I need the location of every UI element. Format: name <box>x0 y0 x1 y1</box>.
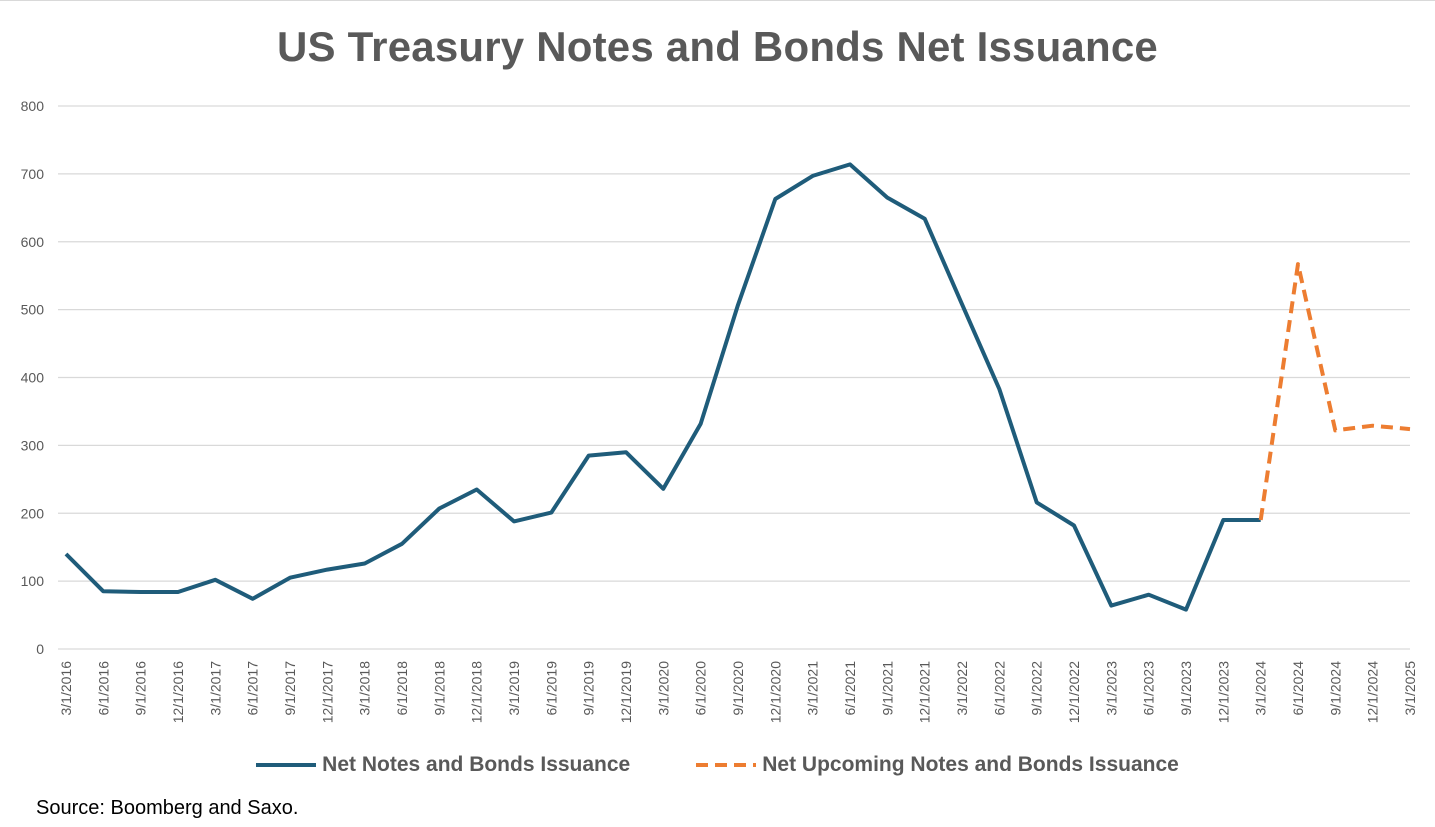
x-tick-label: 12/1/2017 <box>319 661 335 723</box>
x-tick-label: 9/1/2018 <box>431 661 447 716</box>
legend-label-net-issuance: Net Notes and Bonds Issuance <box>322 753 631 776</box>
x-tick-label: 6/1/2023 <box>1141 661 1157 716</box>
legend: Net Notes and Bonds Issuance Net Upcomin… <box>0 753 1435 777</box>
x-tick-label: 3/1/2024 <box>1253 661 1269 716</box>
y-tick-label: 500 <box>21 302 45 318</box>
y-tick-label: 300 <box>21 437 45 453</box>
y-tick-label: 800 <box>21 98 45 114</box>
x-tick-label: 3/1/2016 <box>58 661 74 716</box>
x-tick-label: 6/1/2022 <box>991 661 1007 716</box>
x-tick-label: 6/1/2019 <box>543 661 559 716</box>
x-tick-label: 3/1/2021 <box>805 661 821 716</box>
x-tick-label: 9/1/2024 <box>1327 661 1343 716</box>
x-tick-label: 3/1/2018 <box>357 661 373 716</box>
x-tick-label: 12/1/2016 <box>170 661 186 723</box>
legend-item-net-issuance: Net Notes and Bonds Issuance <box>256 753 630 777</box>
x-tick-label: 3/1/2020 <box>655 661 671 716</box>
y-tick-label: 700 <box>21 166 45 182</box>
legend-label-upcoming-issuance: Net Upcoming Notes and Bonds Issuance <box>762 753 1179 776</box>
y-tick-label: 100 <box>21 573 45 589</box>
chart-title: US Treasury Notes and Bonds Net Issuance <box>277 23 1158 70</box>
legend-swatch-solid <box>256 763 317 767</box>
x-tick-label: 9/1/2019 <box>581 661 597 716</box>
x-tick-label: 6/1/2016 <box>95 661 111 716</box>
x-tick-label: 12/1/2022 <box>1066 661 1082 723</box>
series-lines <box>64 162 1411 612</box>
x-tick-label: 9/1/2021 <box>879 661 895 716</box>
x-tick-label: 12/1/2021 <box>917 661 933 723</box>
series-line-0 <box>64 162 1261 612</box>
x-tick-label: 6/1/2017 <box>245 661 261 716</box>
x-tick-label: 12/1/2024 <box>1365 661 1381 723</box>
x-tick-label: 3/1/2022 <box>954 661 970 716</box>
gridlines <box>58 105 1410 650</box>
source-note: Source: Boomberg and Saxo. <box>36 797 299 819</box>
x-tick-label: 12/1/2020 <box>767 661 783 723</box>
x-tick-label: 12/1/2019 <box>618 661 634 723</box>
y-tick-label: 400 <box>21 370 45 386</box>
legend-item-upcoming-issuance: Net Upcoming Notes and Bonds Issuance <box>696 753 1179 777</box>
series-line-1 <box>1258 262 1411 521</box>
x-tick-label: 9/1/2022 <box>1029 661 1045 716</box>
x-tick-label: 9/1/2017 <box>282 661 298 716</box>
x-tick-label: 12/1/2023 <box>1215 661 1231 723</box>
x-tick-label: 6/1/2021 <box>842 661 858 716</box>
x-tick-label: 9/1/2023 <box>1178 661 1194 716</box>
x-tick-label: 3/1/2025 <box>1402 661 1418 716</box>
y-tick-label: 200 <box>21 505 45 521</box>
x-axis-ticks: 3/1/2016 6/1/2016 9/1/2016 12/1/2016 3/1/201… <box>58 661 1418 724</box>
y-axis-ticks: 0 100 200 300 400 500 600 700 800 <box>21 98 45 657</box>
x-tick-label: 12/1/2018 <box>469 661 485 723</box>
x-tick-label: 9/1/2020 <box>730 661 746 716</box>
x-tick-label: 3/1/2023 <box>1103 661 1119 716</box>
x-tick-label: 3/1/2019 <box>506 661 522 716</box>
legend-swatch-dashed <box>696 763 757 767</box>
x-tick-label: 3/1/2017 <box>207 661 223 716</box>
x-tick-label: 6/1/2020 <box>693 661 709 716</box>
x-tick-label: 6/1/2024 <box>1290 661 1306 716</box>
y-tick-label: 0 <box>36 641 44 657</box>
y-tick-label: 600 <box>21 234 45 250</box>
x-tick-label: 6/1/2018 <box>394 661 410 716</box>
x-tick-label: 9/1/2016 <box>133 661 149 716</box>
